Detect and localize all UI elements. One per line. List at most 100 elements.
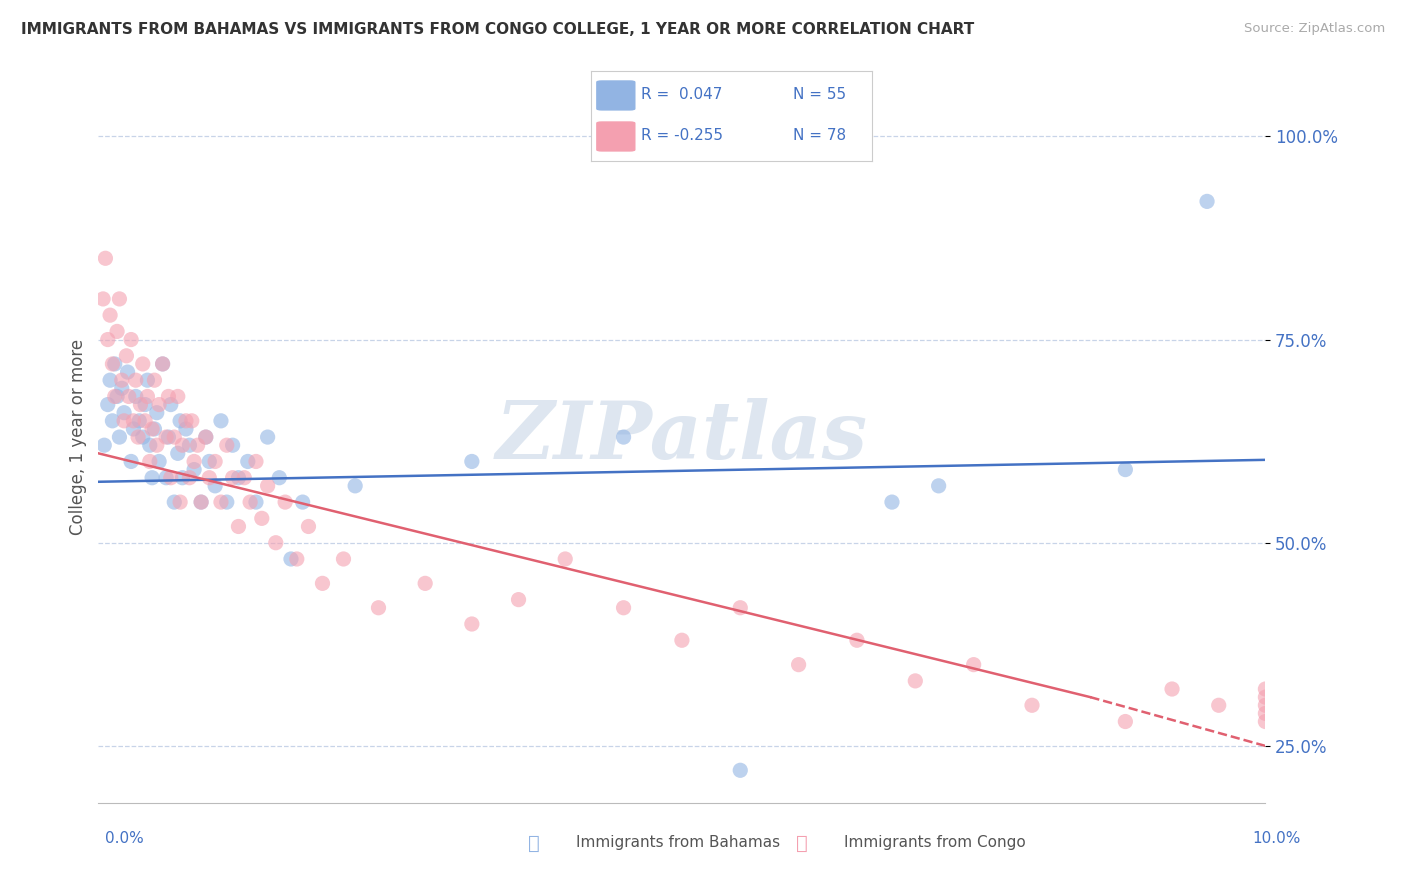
Text: N = 55: N = 55 xyxy=(793,87,846,102)
Point xyxy=(180,414,202,428)
Point xyxy=(166,446,188,460)
Point xyxy=(215,438,238,452)
Point xyxy=(204,479,226,493)
Point xyxy=(117,365,139,379)
Point xyxy=(1254,706,1277,721)
Point xyxy=(143,422,166,436)
Point xyxy=(155,430,177,444)
Point xyxy=(245,495,267,509)
Text: R =  0.047: R = 0.047 xyxy=(641,87,723,102)
Point xyxy=(97,398,120,412)
Point xyxy=(461,454,484,468)
Point xyxy=(269,471,291,485)
Point xyxy=(159,471,181,485)
Point xyxy=(157,389,180,403)
Point xyxy=(125,389,148,403)
Point xyxy=(112,414,135,428)
Point xyxy=(174,414,197,428)
Point xyxy=(136,373,159,387)
Point xyxy=(134,398,156,412)
Point xyxy=(152,357,174,371)
Point xyxy=(120,454,142,468)
Point xyxy=(172,438,194,452)
Point xyxy=(239,495,262,509)
Point xyxy=(94,252,117,266)
Point xyxy=(101,357,124,371)
Point xyxy=(198,454,221,468)
Point xyxy=(136,389,159,403)
Point xyxy=(1254,681,1277,696)
Point xyxy=(198,471,221,485)
Point xyxy=(461,617,484,632)
Text: ⬜: ⬜ xyxy=(529,833,540,853)
Point xyxy=(157,430,180,444)
Point xyxy=(112,406,135,420)
Point xyxy=(111,373,134,387)
Point xyxy=(148,454,170,468)
Text: IMMIGRANTS FROM BAHAMAS VS IMMIGRANTS FROM CONGO COLLEGE, 1 YEAR OR MORE CORRELA: IMMIGRANTS FROM BAHAMAS VS IMMIGRANTS FR… xyxy=(21,22,974,37)
Text: Immigrants from Bahamas: Immigrants from Bahamas xyxy=(576,836,780,850)
Point xyxy=(204,454,226,468)
Point xyxy=(297,519,319,533)
Point xyxy=(256,430,278,444)
Point xyxy=(554,552,576,566)
Point xyxy=(264,535,287,549)
Point xyxy=(1114,714,1136,729)
Point xyxy=(250,511,273,525)
Point xyxy=(671,633,693,648)
Point xyxy=(413,576,436,591)
Point xyxy=(98,308,121,322)
Point xyxy=(105,325,128,339)
Point xyxy=(291,495,314,509)
Point xyxy=(120,333,142,347)
Point xyxy=(928,479,950,493)
Point xyxy=(129,398,152,412)
Point xyxy=(155,471,177,485)
Point xyxy=(1161,681,1184,696)
FancyBboxPatch shape xyxy=(596,80,636,111)
Point xyxy=(148,398,170,412)
Point xyxy=(93,438,115,452)
Point xyxy=(280,552,302,566)
Point xyxy=(141,471,163,485)
Point xyxy=(183,454,205,468)
Point xyxy=(332,552,354,566)
Text: Immigrants from Congo: Immigrants from Congo xyxy=(844,836,1025,850)
Point xyxy=(730,764,752,778)
Point xyxy=(146,438,169,452)
Point xyxy=(101,414,124,428)
Point xyxy=(613,600,636,615)
Point xyxy=(166,389,188,403)
Point xyxy=(190,495,212,509)
Point xyxy=(132,357,155,371)
Point xyxy=(141,422,163,436)
Point xyxy=(228,519,250,533)
Point xyxy=(221,471,243,485)
Point xyxy=(613,430,636,444)
Point xyxy=(97,333,120,347)
Point xyxy=(132,430,155,444)
Point xyxy=(367,600,389,615)
Text: N = 78: N = 78 xyxy=(793,128,846,143)
Point xyxy=(274,495,297,509)
Point xyxy=(215,495,238,509)
Point xyxy=(163,495,186,509)
Point xyxy=(169,495,191,509)
Point xyxy=(104,357,127,371)
Point xyxy=(209,414,232,428)
Point xyxy=(172,471,194,485)
Text: ZIPatlas: ZIPatlas xyxy=(496,399,868,475)
Point xyxy=(127,430,149,444)
Point xyxy=(1208,698,1230,713)
Point xyxy=(233,471,256,485)
Text: Source: ZipAtlas.com: Source: ZipAtlas.com xyxy=(1244,22,1385,36)
Point xyxy=(104,389,127,403)
Point xyxy=(159,398,181,412)
Point xyxy=(221,438,243,452)
Point xyxy=(174,422,197,436)
Point xyxy=(730,600,752,615)
Point xyxy=(846,633,869,648)
Point xyxy=(245,454,267,468)
Point xyxy=(115,349,138,363)
Point xyxy=(344,479,367,493)
